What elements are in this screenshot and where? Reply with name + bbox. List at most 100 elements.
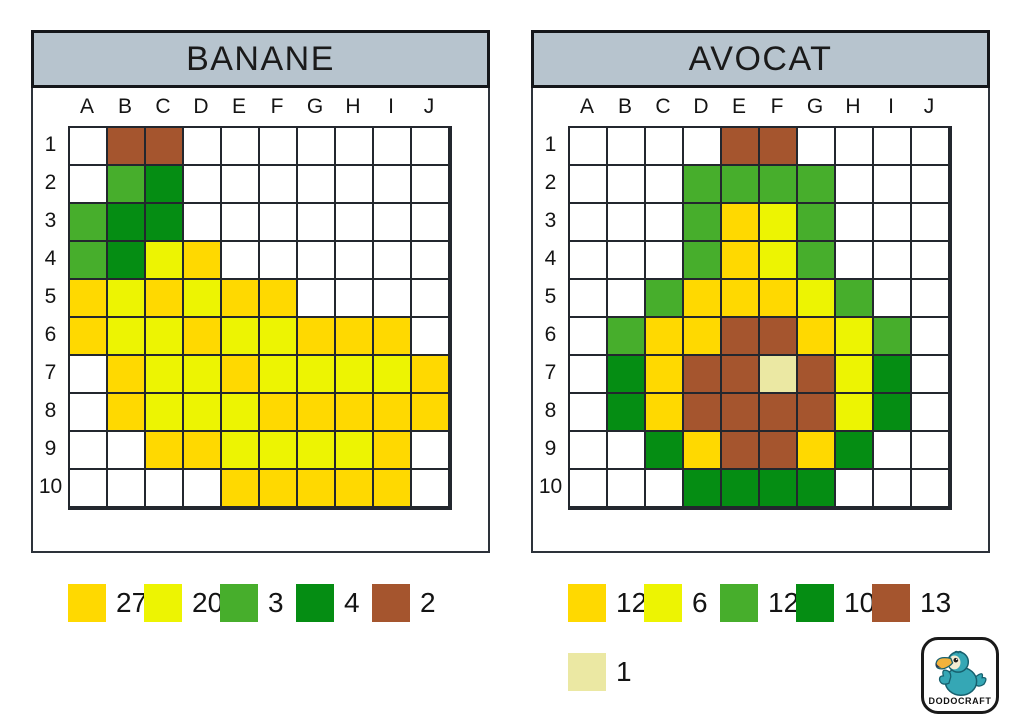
panel-title: AVOCAT: [688, 39, 833, 78]
legend-color-swatch: [644, 584, 682, 622]
grid-cell: [874, 166, 910, 202]
legend-avocat: 12 6 12 10 13 1: [568, 584, 951, 691]
grid-cell: [146, 356, 182, 392]
grid-cell: [646, 432, 682, 468]
row-labels: 1 2 3 4 5 6 7 8 9 10: [33, 126, 68, 510]
grid-cell: [760, 242, 796, 278]
grid-cell: [108, 204, 144, 240]
row-labels: 1 2 3 4 5 6 7 8 9 10: [533, 126, 568, 510]
grid-cell: [336, 356, 372, 392]
grid-cell: [374, 432, 410, 468]
legend-count: 4: [344, 587, 360, 618]
column-label: F: [270, 95, 284, 118]
legend-count: 27: [116, 587, 148, 618]
column-label: G: [306, 95, 324, 118]
legend-row: 27 20 3 4 2: [68, 584, 448, 622]
grid-cell: [260, 432, 296, 468]
grid-cell: [108, 166, 144, 202]
column-label: F: [770, 95, 784, 118]
legend-color-swatch: [720, 584, 758, 622]
grid-cell: [874, 204, 910, 240]
column-label: D: [693, 95, 709, 118]
grid-cell: [684, 432, 720, 468]
grid-cell: [108, 242, 144, 278]
grid-cell: [760, 128, 796, 164]
pixel-grid: [568, 126, 952, 510]
grid-cell: [298, 128, 334, 164]
grid-cell: [684, 128, 720, 164]
grid-cell: [70, 356, 106, 392]
grid-cell: [912, 318, 948, 354]
legend-color-swatch: [144, 584, 182, 622]
column-label: I: [388, 95, 394, 118]
grid-cell: [260, 394, 296, 430]
legend-count: 20: [192, 587, 224, 618]
grid-cell: [222, 432, 258, 468]
grid-cell: [874, 394, 910, 430]
row-label: 8: [544, 399, 557, 422]
grid-cell: [760, 204, 796, 240]
grid-cell: [336, 166, 372, 202]
grid-cell: [798, 166, 834, 202]
grid-cell: [184, 128, 220, 164]
grid-cell: [374, 356, 410, 392]
grid-cell: [108, 318, 144, 354]
row-label: 8: [44, 399, 57, 422]
grid-cell: [108, 432, 144, 468]
grid-cell: [146, 204, 182, 240]
grid-cell: [298, 432, 334, 468]
legend-item: 20: [144, 584, 224, 622]
grid-cell: [412, 242, 448, 278]
grid-cell: [412, 166, 448, 202]
legend-color-swatch: [220, 584, 258, 622]
grid-cell: [336, 242, 372, 278]
panel-title: BANANE: [186, 39, 335, 78]
grid-cell: [298, 242, 334, 278]
grid-cell: [722, 394, 758, 430]
grid-cell: [836, 280, 872, 316]
grid-cell: [912, 204, 948, 240]
grid-cell: [798, 318, 834, 354]
grid-cell: [722, 242, 758, 278]
grid-cell: [184, 394, 220, 430]
legend-item: 2: [372, 584, 448, 622]
grid-cell: [608, 432, 644, 468]
grid-cell: [912, 166, 948, 202]
column-label: J: [423, 95, 435, 118]
grid-cell: [146, 128, 182, 164]
grid-cell: [108, 128, 144, 164]
grid-cell: [146, 318, 182, 354]
pixel-grid: [68, 126, 452, 510]
grid-cell: [336, 280, 372, 316]
column-label: E: [231, 95, 246, 118]
grid-cell: [912, 356, 948, 392]
legend-count: 10: [844, 587, 876, 618]
grid-cell: [298, 318, 334, 354]
legend-item: 4: [296, 584, 372, 622]
grid-cell: [374, 166, 410, 202]
grid-cell: [646, 356, 682, 392]
column-label: A: [579, 95, 594, 118]
grid-cell: [836, 394, 872, 430]
grid-cell: [298, 356, 334, 392]
grid-cell: [260, 318, 296, 354]
grid-cell: [184, 432, 220, 468]
grid-cell: [608, 280, 644, 316]
grid-cell: [912, 128, 948, 164]
grid-cell: [646, 470, 682, 506]
grid-cell: [722, 166, 758, 202]
grid-cell: [222, 280, 258, 316]
grid-cell: [570, 318, 606, 354]
grid-cell: [798, 356, 834, 392]
grid-cell: [874, 280, 910, 316]
grid-cell: [684, 204, 720, 240]
grid-cell: [798, 242, 834, 278]
grid-cell: [336, 432, 372, 468]
legend-item: 3: [220, 584, 296, 622]
grid-cell: [874, 128, 910, 164]
grid-cell: [260, 356, 296, 392]
grid-cell: [608, 318, 644, 354]
